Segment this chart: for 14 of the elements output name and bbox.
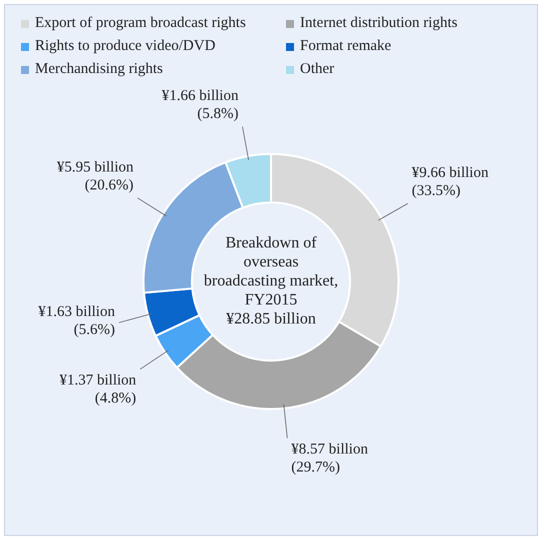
legend-label: Export of program broadcast rights (34, 15, 247, 32)
data-label: ¥1.63 billion (5.6%) (38, 304, 116, 338)
legend-label: Internet distribution rights (299, 15, 458, 32)
text: ¥28.85 billion (226, 310, 316, 328)
data-label: ¥9.66 billion (33.5%) (412, 164, 489, 199)
data-label: ¥5.95 billion (20.6%) (56, 159, 134, 194)
data-label: ¥1.37 billion (4.8%) (60, 372, 137, 407)
legend-label: Rights to produce video/DVD (34, 38, 216, 55)
text: Breakdown of overseas broadcasting market, FY2015 (204, 234, 338, 309)
data-label: ¥1.66 billion (5.8%) (162, 88, 239, 122)
legend-label: Merchandising rights (34, 61, 164, 78)
data-label: ¥8.57 billion (29.7%) (291, 442, 368, 476)
legend-label: Format remake (299, 38, 392, 55)
legend-label: Other (299, 61, 336, 78)
